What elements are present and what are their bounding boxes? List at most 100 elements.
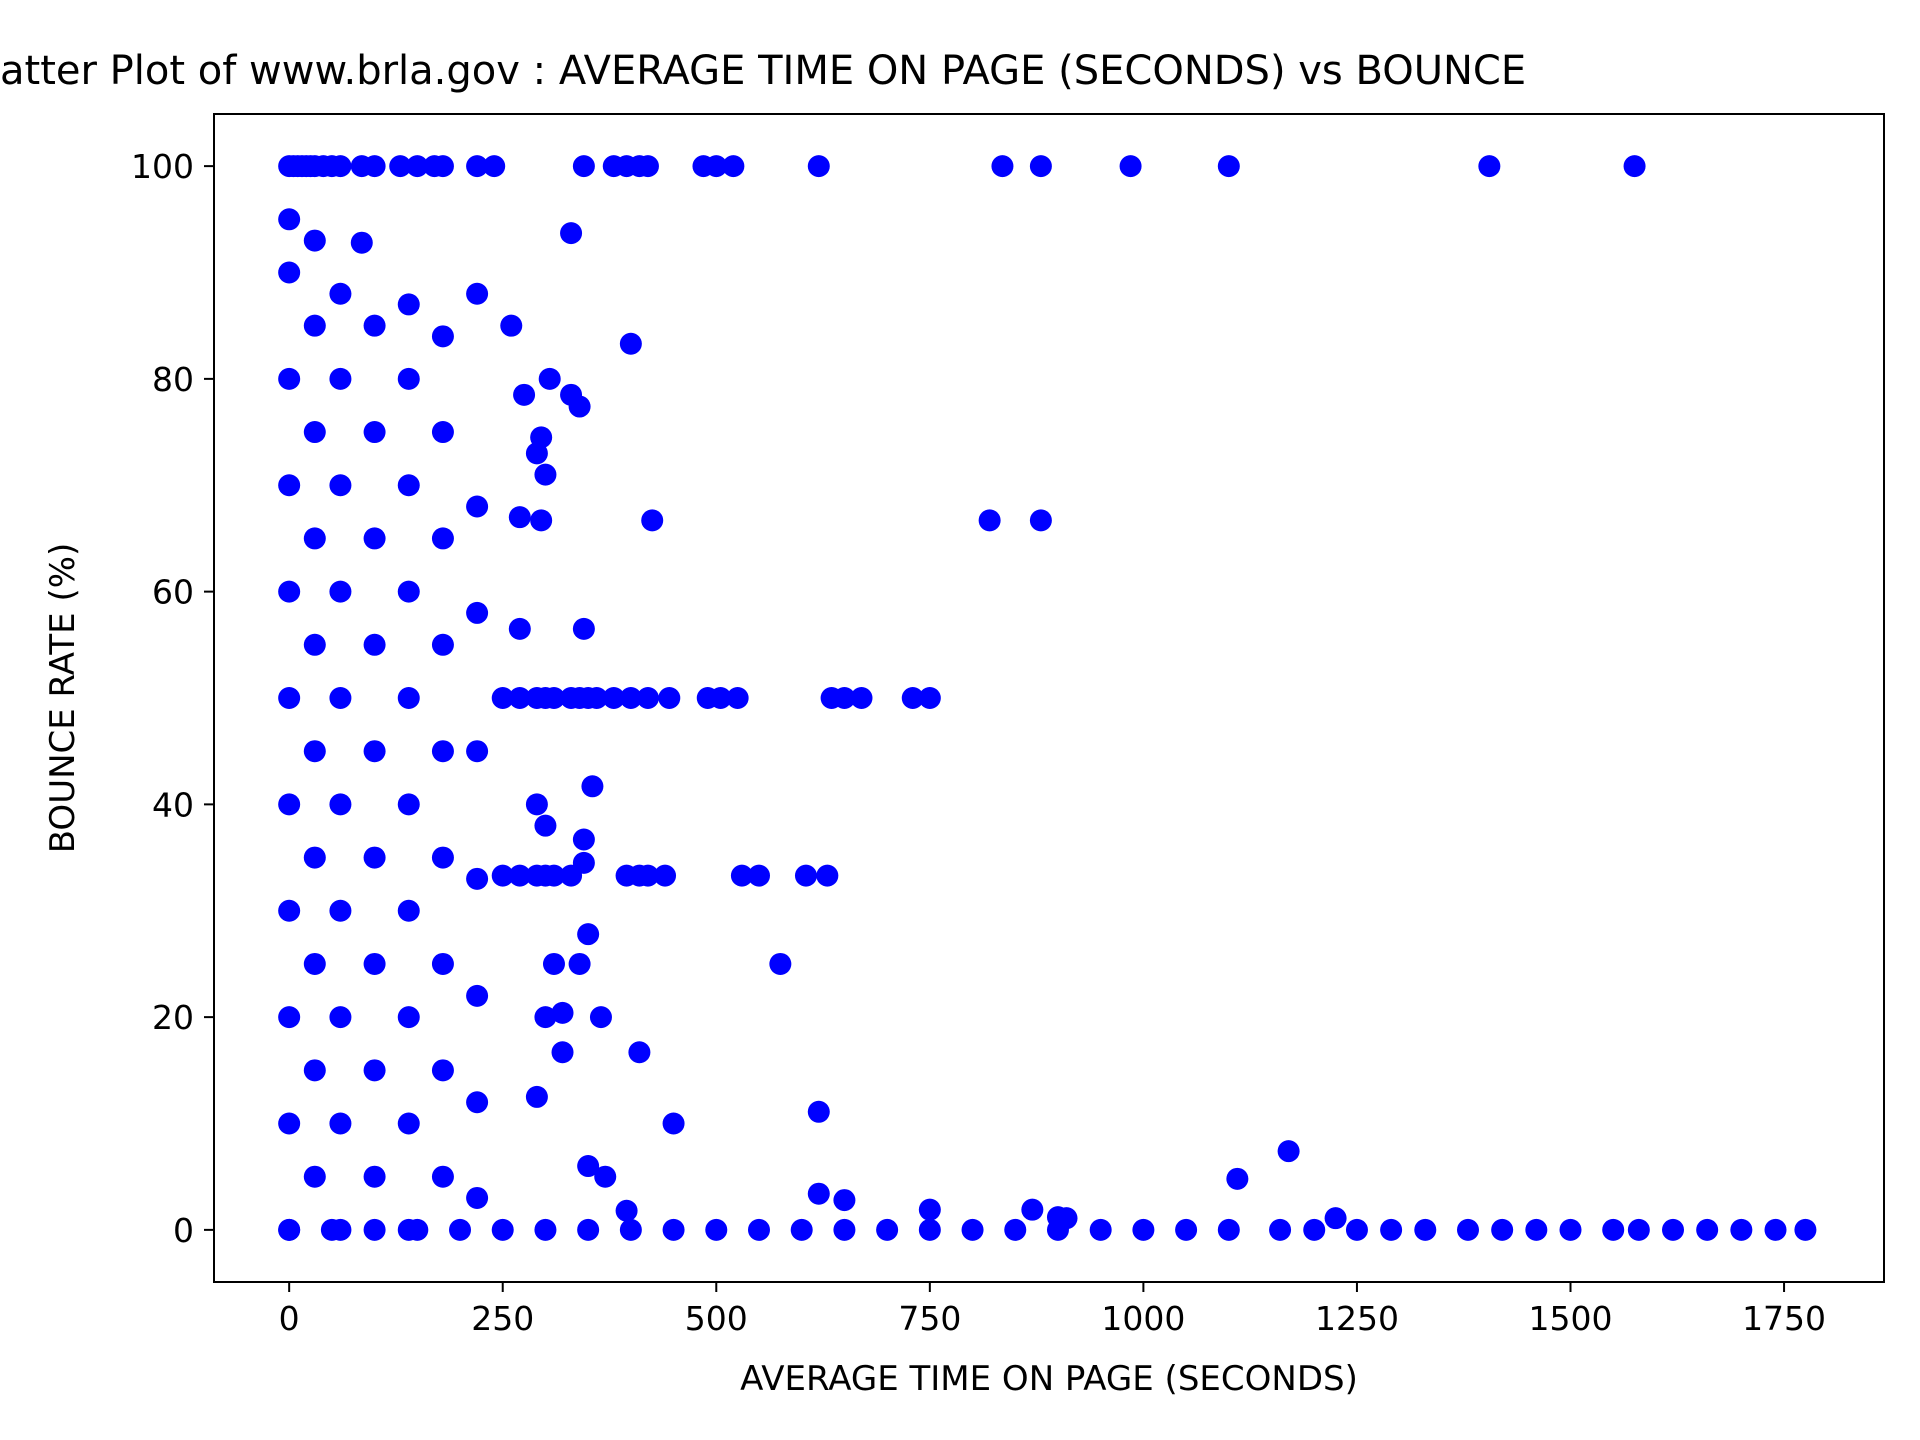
point bbox=[397, 293, 420, 316]
point bbox=[833, 1218, 856, 1241]
point bbox=[1764, 1218, 1787, 1241]
point bbox=[568, 952, 591, 975]
point bbox=[431, 325, 454, 348]
point bbox=[329, 793, 352, 816]
point bbox=[329, 1218, 352, 1241]
point bbox=[1089, 1218, 1112, 1241]
point bbox=[1303, 1218, 1326, 1241]
point bbox=[350, 231, 373, 254]
points bbox=[278, 155, 1817, 1241]
point bbox=[636, 864, 659, 887]
point bbox=[278, 687, 301, 709]
point bbox=[508, 864, 531, 887]
point bbox=[807, 1100, 830, 1123]
point bbox=[534, 1006, 557, 1029]
x-tick-label: 1750 bbox=[1742, 1299, 1826, 1338]
y-tick-label: 80 bbox=[152, 360, 194, 399]
point bbox=[431, 155, 454, 178]
point bbox=[363, 740, 386, 763]
point bbox=[363, 155, 386, 178]
point bbox=[1004, 1218, 1027, 1241]
point bbox=[431, 952, 454, 975]
point bbox=[1491, 1218, 1514, 1241]
point bbox=[508, 687, 531, 709]
point bbox=[329, 1112, 352, 1135]
point bbox=[466, 155, 489, 178]
point bbox=[303, 1059, 326, 1082]
point bbox=[363, 527, 386, 550]
point bbox=[1730, 1218, 1753, 1241]
point bbox=[329, 367, 352, 390]
plot-frame bbox=[213, 113, 1885, 1283]
point bbox=[431, 1059, 454, 1082]
point bbox=[491, 687, 514, 709]
point bbox=[654, 864, 677, 887]
point bbox=[278, 899, 301, 922]
point bbox=[790, 1218, 813, 1241]
point bbox=[662, 1218, 685, 1241]
point bbox=[466, 1186, 489, 1209]
point bbox=[513, 383, 536, 406]
point bbox=[542, 864, 565, 887]
point bbox=[1623, 155, 1646, 178]
point bbox=[431, 846, 454, 869]
point bbox=[1217, 1218, 1240, 1241]
point bbox=[1414, 1218, 1437, 1241]
point bbox=[662, 1112, 685, 1135]
point bbox=[397, 580, 420, 603]
point bbox=[551, 1041, 574, 1064]
point bbox=[278, 208, 301, 231]
point bbox=[431, 527, 454, 550]
x-tick-label: 1250 bbox=[1315, 1299, 1399, 1338]
point bbox=[636, 155, 659, 178]
point bbox=[705, 155, 728, 178]
point bbox=[397, 1006, 420, 1029]
point bbox=[1478, 155, 1501, 178]
point bbox=[491, 864, 514, 887]
point bbox=[363, 314, 386, 337]
point bbox=[329, 580, 352, 603]
x-tick-label: 1000 bbox=[1101, 1299, 1185, 1338]
point bbox=[431, 421, 454, 444]
point bbox=[572, 155, 595, 178]
point bbox=[303, 633, 326, 656]
point bbox=[1602, 1218, 1625, 1241]
point bbox=[278, 1112, 301, 1135]
point bbox=[397, 367, 420, 390]
point bbox=[1662, 1218, 1685, 1241]
point bbox=[1627, 1218, 1650, 1241]
point bbox=[918, 1218, 941, 1241]
point bbox=[705, 1218, 728, 1241]
point bbox=[389, 155, 412, 178]
point bbox=[581, 775, 604, 798]
point bbox=[619, 1218, 642, 1241]
point bbox=[534, 463, 557, 486]
point bbox=[431, 1165, 454, 1188]
point bbox=[577, 1218, 600, 1241]
point bbox=[1217, 155, 1240, 178]
point bbox=[850, 687, 873, 709]
point bbox=[1525, 1218, 1548, 1241]
point bbox=[363, 633, 386, 656]
y-tick-label: 20 bbox=[152, 998, 194, 1037]
point bbox=[978, 509, 1001, 532]
point bbox=[397, 793, 420, 816]
point bbox=[363, 1165, 386, 1188]
point bbox=[542, 952, 565, 975]
point bbox=[747, 864, 770, 887]
point bbox=[466, 601, 489, 624]
point bbox=[636, 687, 659, 709]
point bbox=[1132, 1218, 1155, 1241]
point bbox=[918, 687, 941, 709]
point bbox=[1269, 1218, 1292, 1241]
point bbox=[1559, 1218, 1582, 1241]
x-tick-label: 250 bbox=[471, 1299, 534, 1338]
point bbox=[466, 867, 489, 890]
point bbox=[363, 1218, 386, 1241]
point bbox=[1226, 1167, 1249, 1190]
y-tick-label: 60 bbox=[152, 573, 194, 612]
point bbox=[491, 1218, 514, 1241]
point bbox=[466, 495, 489, 518]
